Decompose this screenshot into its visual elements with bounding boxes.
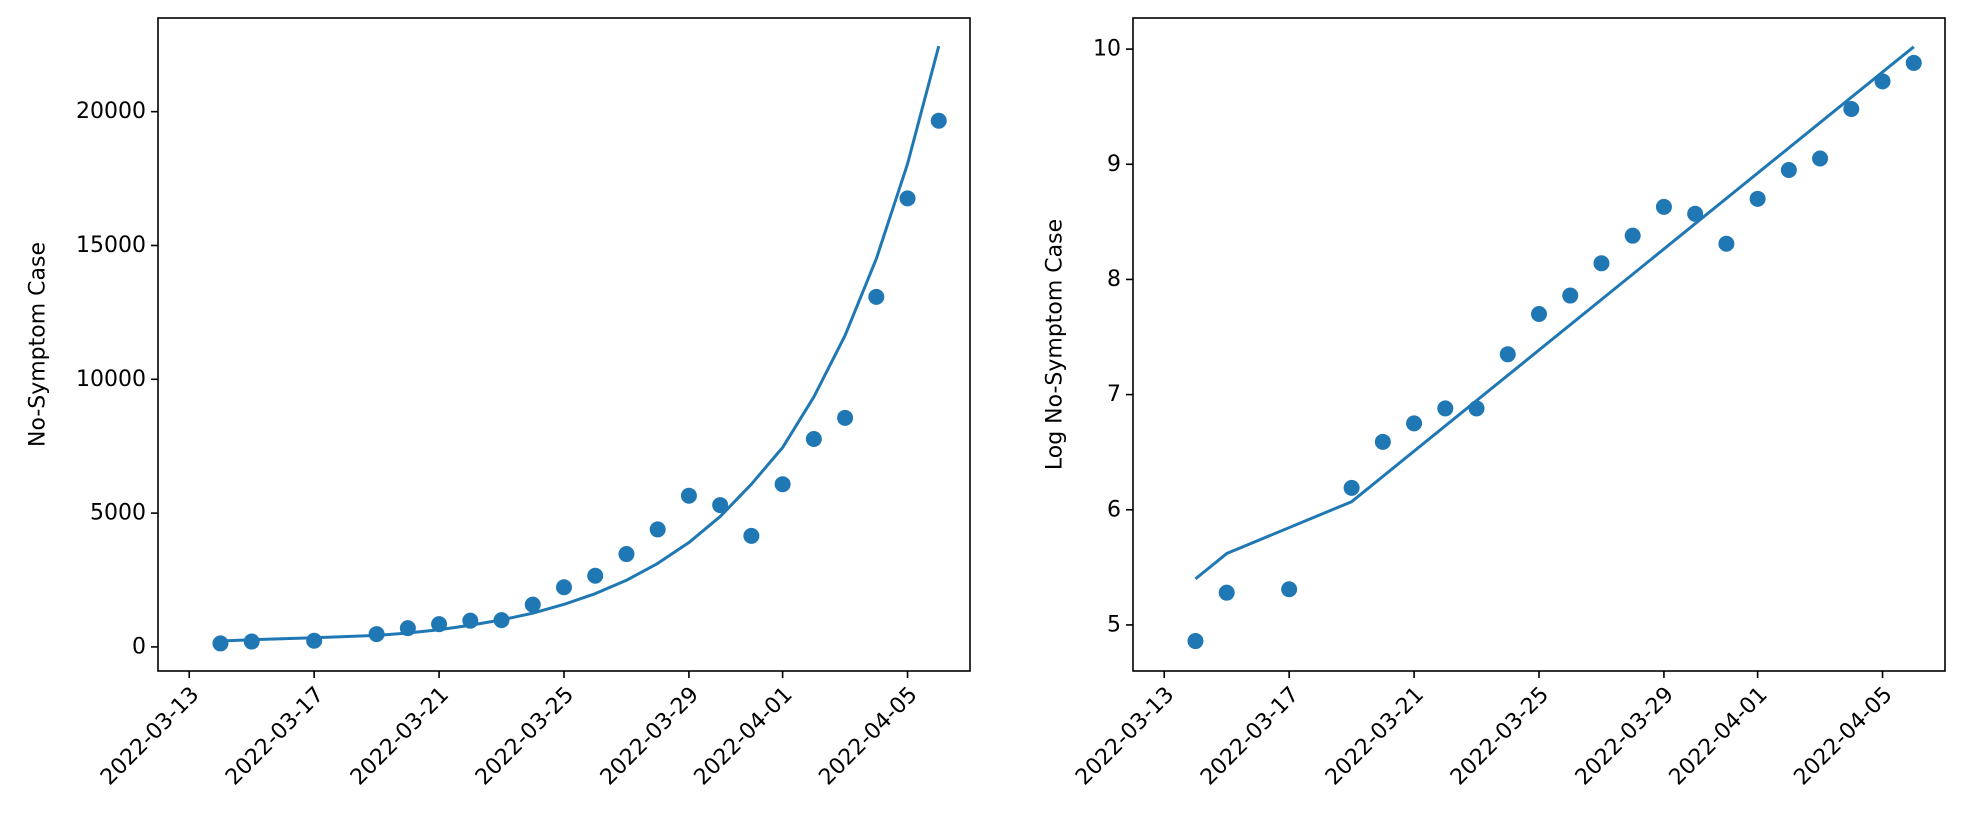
y-tick-label: 20000 xyxy=(76,99,146,124)
y-tick-label: 5 xyxy=(1107,612,1121,637)
data-point xyxy=(1624,227,1641,244)
y-tick-label: 10 xyxy=(1093,37,1121,62)
x-tick-label: 2022-03-13 xyxy=(1071,682,1179,790)
data-point xyxy=(774,476,791,493)
data-point xyxy=(930,112,947,129)
data-point xyxy=(1343,479,1360,496)
data-point xyxy=(1562,287,1579,304)
data-point xyxy=(1780,162,1797,179)
data-point xyxy=(1437,400,1454,417)
x-tick-label: 2022-03-17 xyxy=(221,682,329,790)
y-tick-label: 10000 xyxy=(76,367,146,392)
data-point xyxy=(1687,205,1704,222)
x-tick-label: 2022-03-21 xyxy=(346,682,454,790)
data-point xyxy=(212,635,229,652)
x-tick-label: 2022-03-25 xyxy=(1446,682,1554,790)
data-point xyxy=(1499,346,1516,363)
axes-frame xyxy=(1132,17,1946,672)
fitted-line xyxy=(220,45,941,643)
data-point xyxy=(1281,581,1298,598)
data-point xyxy=(1468,400,1485,417)
data-point xyxy=(306,632,323,649)
axes-frame xyxy=(157,17,971,672)
data-point xyxy=(712,497,729,514)
data-point xyxy=(1843,100,1860,117)
x-tick-label: 2022-04-01 xyxy=(1665,682,1773,790)
x-tick-label: 2022-04-01 xyxy=(690,682,798,790)
data-point xyxy=(1593,255,1610,272)
x-tick-label: 2022-03-17 xyxy=(1196,682,1304,790)
data-point xyxy=(1218,584,1235,601)
data-point xyxy=(1374,433,1391,450)
data-point xyxy=(1406,415,1423,432)
y-tick-label: 6 xyxy=(1107,497,1121,522)
data-point xyxy=(868,288,885,305)
data-point xyxy=(837,409,854,426)
data-point xyxy=(1718,235,1735,252)
data-point xyxy=(649,521,666,538)
y-tick-label: 15000 xyxy=(76,233,146,258)
x-tick-label: 2022-04-05 xyxy=(1789,682,1897,790)
y-axis-label: Log No-Symptom Case xyxy=(1043,219,1068,470)
data-point xyxy=(1655,198,1672,215)
data-point xyxy=(1187,633,1204,650)
data-point xyxy=(899,190,916,207)
data-point xyxy=(618,546,635,563)
y-tick-label: 5000 xyxy=(90,501,146,526)
data-point xyxy=(1905,54,1922,71)
data-point xyxy=(805,430,822,447)
x-tick-label: 2022-03-13 xyxy=(96,682,204,790)
y-axis-label: No-Symptom Case xyxy=(26,242,51,447)
data-point xyxy=(556,579,572,596)
y-tick-label: 9 xyxy=(1107,152,1121,177)
data-point xyxy=(1874,73,1891,90)
data-point xyxy=(243,633,260,650)
chart-panel-1: 0 5000 10000 15000 20000 2022-03-13 2022-03-17… xyxy=(26,17,971,790)
y-tick-label: 8 xyxy=(1107,267,1121,292)
data-point xyxy=(1531,305,1547,322)
y-tick-label: 7 xyxy=(1107,382,1121,407)
data-point xyxy=(587,567,604,584)
x-tick-label: 2022-03-25 xyxy=(471,682,579,790)
fitted-line xyxy=(1194,45,1915,581)
y-tick-label: 0 xyxy=(132,634,146,659)
x-tick-label: 2022-04-05 xyxy=(814,682,922,790)
data-point xyxy=(680,487,697,504)
x-tick-label: 2022-03-21 xyxy=(1321,682,1429,790)
data-point xyxy=(524,596,541,613)
x-tick-label: 2022-03-29 xyxy=(596,682,704,790)
x-tick-label: 2022-03-29 xyxy=(1571,682,1679,790)
data-point xyxy=(1749,190,1766,207)
data-point xyxy=(743,527,760,544)
data-point xyxy=(1812,150,1829,167)
